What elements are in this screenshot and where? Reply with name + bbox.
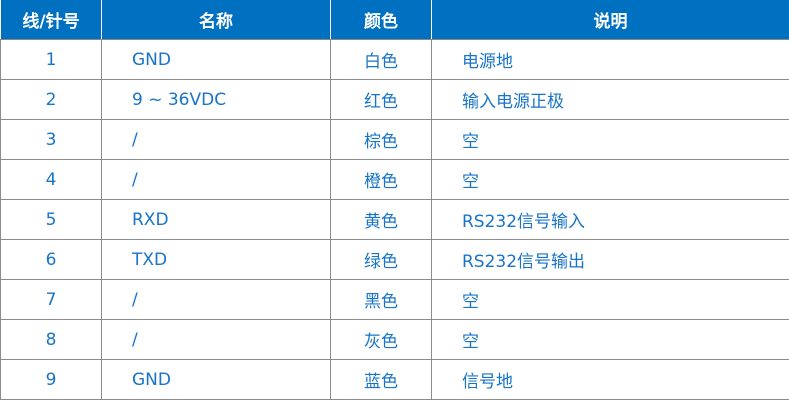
color-cell: 灰色 <box>330 319 432 360</box>
name-cell: / <box>101 279 331 320</box>
color-cell: 白色 <box>330 39 432 80</box>
name-cell: TXD <box>101 239 331 280</box>
table-row: 7/黑色空 <box>0 279 789 320</box>
pin-cell: 6 <box>0 239 102 280</box>
description-cell: 空 <box>431 279 789 320</box>
pin-cell: 5 <box>0 199 102 240</box>
table-row: 6 TXD 绿色 RS232信号输出 <box>0 239 789 280</box>
table-row: 8/灰色空 <box>0 319 789 360</box>
description-cell: 电源地 <box>431 39 789 80</box>
pin-cell: 3 <box>0 119 102 160</box>
name-cell: 9 ~ 36VDC <box>101 79 331 120</box>
description-cell: 空 <box>431 319 789 360</box>
header-name: 名称 <box>101 0 331 40</box>
pin-cell: 1 <box>0 39 102 80</box>
name-cell: / <box>101 319 331 360</box>
name-cell: RXD <box>101 199 331 240</box>
color-cell: 绿色 <box>330 239 432 280</box>
pin-cell: 8 <box>0 319 102 360</box>
header-description: 说明 <box>431 0 789 40</box>
color-cell: 黄色 <box>330 199 432 240</box>
description-cell: 空 <box>431 159 789 200</box>
header-row: 线/针号 名称 颜色 说明 <box>0 0 789 40</box>
name-cell: / <box>101 119 331 160</box>
description-cell: 空 <box>431 119 789 160</box>
header-color: 颜色 <box>330 0 432 40</box>
description-cell: RS232信号输入 <box>431 199 789 240</box>
name-cell: / <box>101 159 331 200</box>
description-cell: 信号地 <box>431 359 789 400</box>
table-row: 3/棕色空 <box>0 119 789 160</box>
description-cell: RS232信号输出 <box>431 239 789 280</box>
pin-cell: 9 <box>0 359 102 400</box>
name-cell: GND <box>101 39 331 80</box>
pin-cell: 2 <box>0 79 102 120</box>
color-cell: 黑色 <box>330 279 432 320</box>
color-cell: 红色 <box>330 79 432 120</box>
color-cell: 棕色 <box>330 119 432 160</box>
name-cell: GND <box>101 359 331 400</box>
header-pin: 线/针号 <box>0 0 102 40</box>
table-row: 9 GND 蓝色 信号地 <box>0 359 789 400</box>
color-cell: 蓝色 <box>330 359 432 400</box>
color-cell: 橙色 <box>330 159 432 200</box>
description-cell: 输入电源正极 <box>431 79 789 120</box>
pin-cell: 4 <box>0 159 102 200</box>
table-row: 4/橙色空 <box>0 159 789 200</box>
table-row: 1 GND 白色 电源地 <box>0 39 789 80</box>
pin-cell: 7 <box>0 279 102 320</box>
table-row: 5 RXD 黄色 RS232信号输入 <box>0 199 789 240</box>
